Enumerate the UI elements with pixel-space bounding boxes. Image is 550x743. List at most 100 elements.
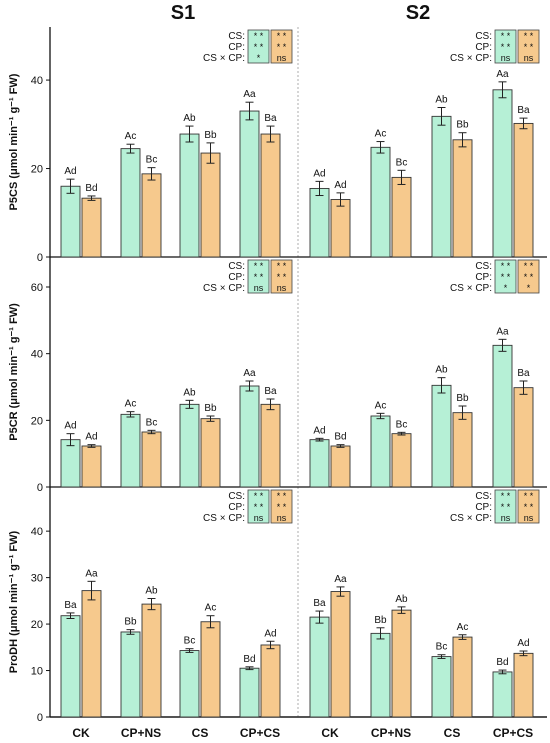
significance-letter: Ad (85, 432, 97, 443)
significance-letter: Aa (243, 368, 256, 379)
bar (179, 133, 200, 258)
significance-letter: Ac (125, 399, 137, 410)
significance-letter: Ab (145, 586, 158, 597)
significance-mark: * * (254, 272, 264, 282)
bar (370, 415, 391, 488)
significance-letter: Aa (334, 574, 347, 585)
significance-box-orange (270, 29, 293, 64)
significance-mark: * * (524, 42, 534, 52)
significance-letter: Bb (456, 120, 469, 131)
significance-row-label: CP: (475, 42, 492, 53)
y-axis-label: P5CS (μmol min⁻¹ g⁻¹ FW) (8, 73, 20, 210)
significance-row-label: CS: (228, 261, 245, 272)
x-tick-label-s2-cpns: CP+NS (371, 726, 411, 740)
significance-letter: Ad (313, 168, 325, 179)
significance-box-green (247, 489, 270, 524)
significance-mark: * * (501, 31, 511, 41)
significance-row-label: CS × CP: (203, 283, 245, 294)
significance-letter: Ad (64, 421, 76, 432)
y-tick-label: 20 (31, 619, 43, 631)
significance-row-label: CP: (228, 42, 245, 53)
significance-letter: Ba (517, 368, 530, 379)
significance-box-green (247, 29, 270, 64)
bar (452, 636, 473, 718)
x-tick-label-s1-cs: CS (192, 726, 209, 740)
significance-mark: * * (277, 261, 287, 271)
significance-letter: Ac (375, 400, 387, 411)
x-tick-label-s1-cpns: CP+NS (121, 726, 161, 740)
bar (60, 439, 81, 488)
significance-mark: * * (277, 502, 287, 512)
bar (309, 439, 330, 488)
significance-mark: ns (277, 513, 287, 523)
significance-letter: Ac (205, 603, 217, 614)
bar (391, 609, 412, 718)
bar (179, 403, 200, 488)
bar (330, 199, 351, 258)
significance-letter: Ad (517, 638, 529, 649)
significance-row-label: CS × CP: (450, 283, 492, 294)
bar (452, 139, 473, 258)
bar (431, 115, 452, 258)
y-tick-label: 0 (37, 252, 43, 264)
significance-mark: * * (524, 31, 534, 41)
y-tick-label: 40 (31, 526, 43, 538)
significance-mark: ns (524, 513, 534, 523)
significance-box-green (247, 259, 270, 294)
significance-letter: Aa (85, 568, 98, 579)
significance-row-label: CP: (228, 502, 245, 513)
y-tick-label: 40 (31, 349, 43, 361)
bar (309, 616, 330, 718)
significance-letter: Ab (183, 113, 196, 124)
significance-letter: Ad (313, 425, 325, 436)
significance-letter: Ab (435, 95, 448, 106)
bar (200, 621, 221, 718)
significance-mark: * * (501, 272, 511, 282)
significance-letter: Ad (334, 180, 346, 191)
significance-row-label: CS: (228, 31, 245, 42)
significance-row-label: CS × CP: (203, 53, 245, 64)
significance-mark: * * (277, 42, 287, 52)
significance-mark: ns (501, 53, 511, 63)
significance-letter: Bc (396, 157, 408, 168)
bar (492, 671, 513, 718)
significance-row-label: CS: (475, 31, 492, 42)
y-axis-label: ProDH (μmol min⁻¹ g⁻¹ FW) (8, 530, 20, 673)
section-title-s1: S1 (171, 2, 195, 24)
bar (81, 590, 102, 718)
significance-mark: * * (524, 491, 534, 501)
bar (370, 632, 391, 718)
bar (260, 133, 281, 258)
significance-box-orange (517, 29, 540, 64)
y-tick-label: 0 (37, 482, 43, 494)
significance-mark: ns (277, 53, 287, 63)
significance-letter: Bc (146, 417, 158, 428)
x-tick-label-s2-cpcs: CP+CS (493, 726, 533, 740)
significance-letter: Ad (64, 166, 76, 177)
significance-box-green (494, 489, 517, 524)
bar (513, 122, 534, 258)
significance-box-green (494, 259, 517, 294)
significance-mark: ns (254, 513, 264, 523)
y-tick-label: 0 (37, 712, 43, 724)
bar (260, 403, 281, 488)
bar (200, 418, 221, 488)
significance-mark: * * (254, 42, 264, 52)
bar (239, 385, 260, 488)
y-tick-label: 20 (31, 415, 43, 427)
significance-letter: Ab (395, 594, 408, 605)
y-tick-label: 40 (31, 75, 43, 87)
significance-mark: * (257, 53, 261, 63)
significance-mark: * * (524, 261, 534, 271)
significance-letter: Ba (517, 105, 530, 116)
significance-letter: Aa (243, 89, 256, 100)
panel-3: 0 10 20 30 40 ProDH (μmol min⁻¹ g⁻¹ FW) Ba Bb Bc… (8, 489, 547, 724)
significance-mark: ns (254, 283, 264, 293)
significance-letter: Ac (375, 129, 387, 140)
significance-mark: * * (524, 272, 534, 282)
significance-letter: Bb (124, 617, 137, 628)
x-tick-label-s2-ck: CK (321, 726, 339, 740)
significance-letter: Ab (183, 387, 196, 398)
significance-row-label: CP: (475, 272, 492, 283)
